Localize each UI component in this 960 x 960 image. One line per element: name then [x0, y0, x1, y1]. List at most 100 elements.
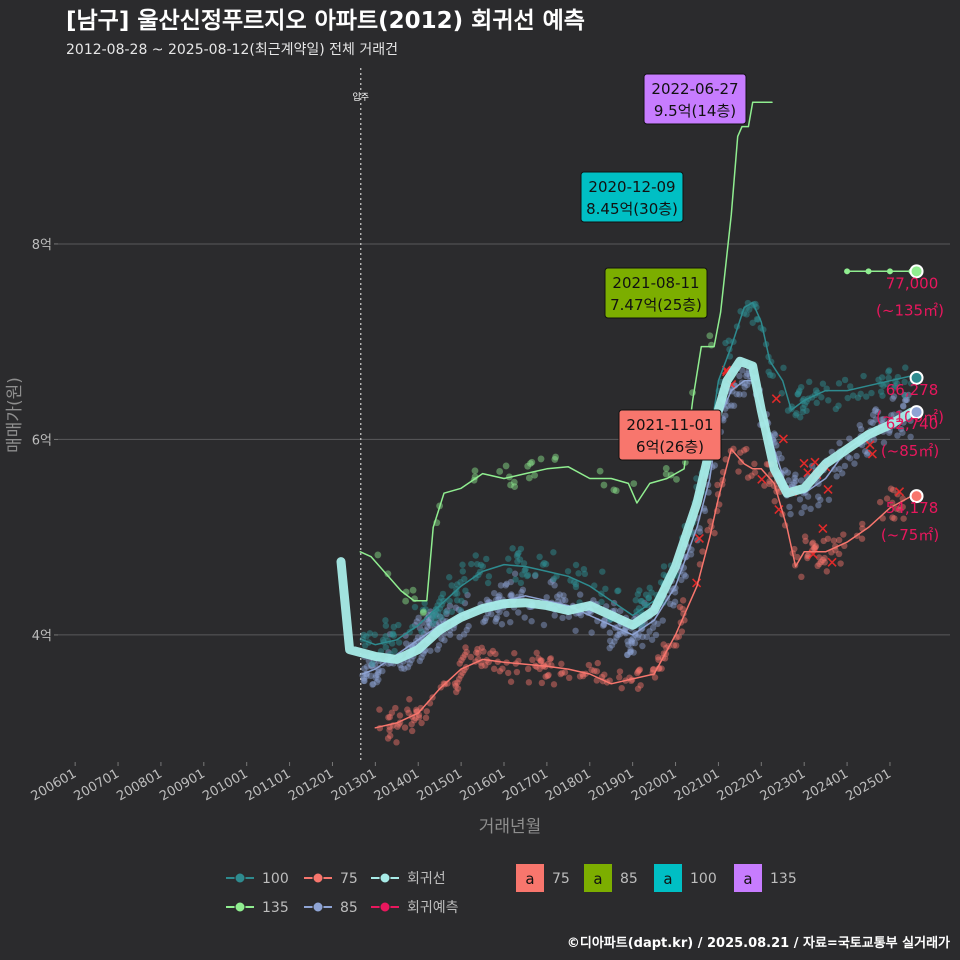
scatter-point — [525, 474, 533, 482]
scatter-point — [670, 642, 678, 649]
scatter-point — [635, 667, 643, 674]
scatter-point — [366, 630, 374, 637]
scatter-point — [893, 505, 900, 512]
scatter-point — [894, 432, 901, 439]
scatter-point — [503, 610, 510, 618]
scatter-point — [463, 626, 470, 634]
x-tick-label: 202401 — [801, 766, 851, 804]
scatter-point — [406, 660, 413, 667]
scatter-point — [814, 562, 821, 570]
scatter-point — [538, 679, 546, 687]
scatter-point — [897, 425, 905, 433]
scatter-point — [616, 668, 624, 675]
scatter-point — [876, 498, 884, 506]
scatter-point — [853, 452, 860, 460]
forecast-marker — [909, 264, 924, 279]
callout-date: 2021-08-11 — [612, 274, 699, 292]
scatter-point — [628, 638, 636, 645]
scatter-point — [524, 571, 532, 579]
scatter-point — [889, 395, 896, 402]
scatter-point — [599, 568, 606, 575]
scatter-point — [456, 633, 463, 641]
scatter-point — [766, 480, 773, 488]
scatter-point — [744, 370, 751, 377]
scatter-point — [483, 596, 491, 603]
scatter-point — [543, 594, 550, 601]
scatter-point — [792, 471, 799, 478]
scatter-point — [440, 597, 447, 605]
scatter-point — [722, 456, 729, 463]
scatter-point — [401, 665, 408, 672]
scatter-point — [628, 637, 635, 644]
scatter-point — [627, 649, 634, 656]
scatter-point — [537, 658, 544, 665]
scatter-point — [818, 394, 825, 401]
scatter-point — [786, 503, 793, 511]
scatter-point — [453, 688, 460, 696]
scatter-point — [888, 412, 895, 419]
scatter-point — [514, 558, 521, 565]
forecast-area: (~135㎡) — [876, 301, 944, 319]
scatter-point — [572, 627, 579, 634]
scatter-point — [441, 637, 448, 644]
forecast-marker — [909, 370, 924, 385]
scatter-point — [465, 622, 472, 630]
scatter-point — [471, 467, 479, 475]
legend-box-label: 85 — [620, 871, 638, 887]
scatter-point — [631, 639, 639, 647]
x-tick-label: 201401 — [372, 766, 422, 804]
scatter-point — [678, 576, 685, 584]
scatter-point — [593, 677, 600, 684]
scatter-point — [612, 487, 620, 495]
scatter-point — [468, 560, 475, 568]
scatter-point — [478, 662, 485, 670]
scatter-point — [901, 392, 909, 399]
recent-trade-cross — [827, 557, 837, 567]
scatter-point — [851, 460, 858, 467]
scatter-point — [412, 714, 419, 722]
scatter-point — [496, 608, 503, 616]
scatter-point — [459, 561, 466, 568]
scatter-point — [871, 407, 879, 414]
legend-box — [584, 864, 612, 892]
scatter-point — [404, 664, 412, 671]
callout-box — [643, 73, 747, 125]
scatter-point — [552, 453, 559, 461]
scatter-point — [840, 531, 847, 538]
scatter-point — [540, 621, 548, 629]
scatter-point — [899, 503, 906, 511]
scatter-point — [448, 608, 456, 615]
scatter-point — [480, 648, 487, 655]
scatter-point — [790, 479, 798, 487]
scatter-point — [515, 657, 522, 665]
scatter-point — [375, 676, 382, 683]
scatter-point — [507, 592, 514, 600]
scatter-point — [654, 654, 662, 661]
legend-dot — [312, 901, 324, 913]
scatter-point — [701, 507, 709, 515]
scatter-point — [650, 618, 658, 626]
scatter-point — [434, 646, 441, 653]
scatter-point — [771, 431, 779, 439]
x-tick-label: 201001 — [200, 766, 250, 804]
scatter-point — [537, 455, 545, 463]
recent-trade-cross — [867, 449, 877, 459]
scatter-point — [438, 635, 445, 642]
forecast-area: (~85㎡) — [881, 442, 939, 460]
legend-dot — [379, 872, 391, 884]
scatter-point — [812, 543, 820, 550]
scatter-point — [404, 706, 411, 713]
scatter-point — [861, 448, 869, 455]
scatter-point — [562, 597, 569, 604]
scatter-point — [801, 503, 808, 511]
scatter-point — [907, 433, 914, 441]
scatter-point — [601, 671, 608, 678]
scatter-point — [714, 481, 721, 489]
scatter-point — [863, 451, 871, 458]
scatter-point — [868, 389, 875, 397]
scatter-point — [442, 608, 449, 616]
recent-trade-cross — [894, 487, 905, 497]
scatter-point — [550, 549, 557, 556]
forecast-area: (~100㎡) — [876, 408, 944, 426]
recent-trade-cross — [694, 533, 704, 544]
